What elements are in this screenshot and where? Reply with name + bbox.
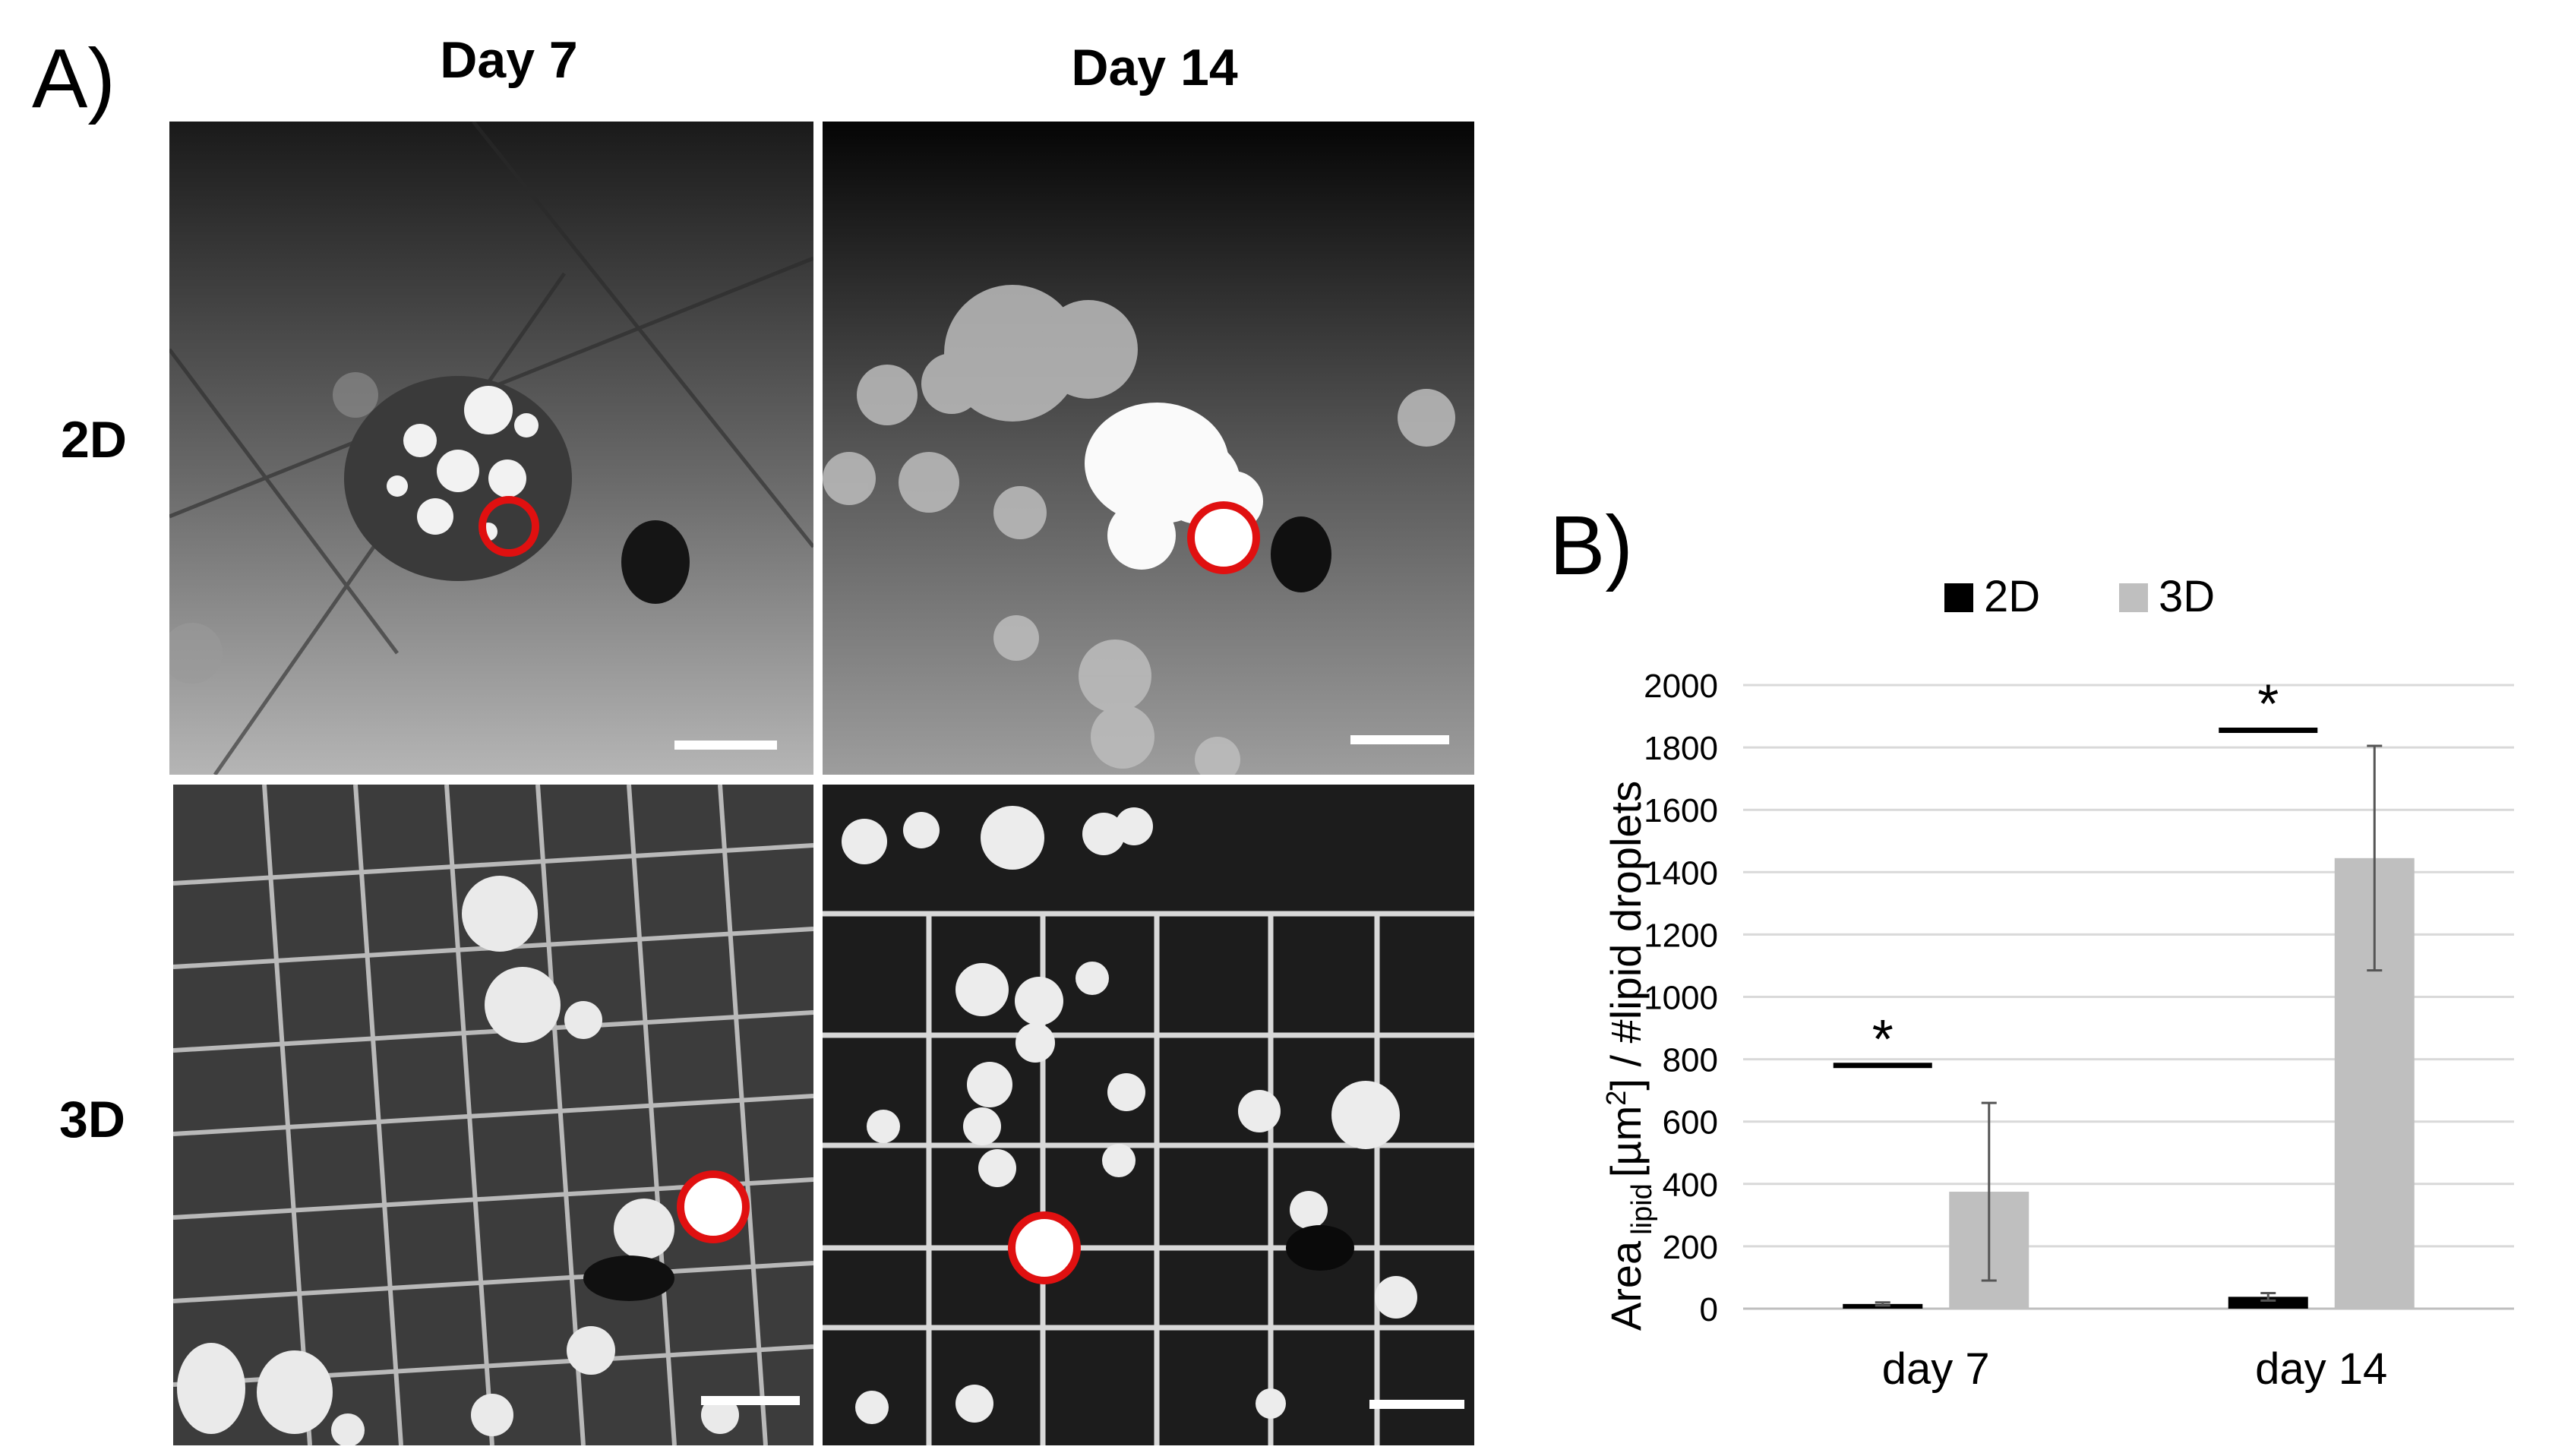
y-tick-labels: 0 200 400 600 800 1000 1200 1400 1600 1800 2000 — [1644, 668, 1718, 1328]
error-bars — [1875, 744, 2383, 1307]
bars — [1843, 857, 2415, 1309]
legend-swatch — [2119, 583, 2148, 612]
legend-label: 3D — [2159, 572, 2215, 621]
y-tick-label: 1400 — [1644, 854, 1718, 892]
marker-ring-2d-day14 — [1187, 501, 1260, 574]
legend-swatch — [1944, 583, 1973, 612]
panel-a-label: A) — [32, 32, 115, 125]
micrograph-2d-day14 — [823, 122, 1474, 775]
ylabel-part-sub: lipid — [1626, 1183, 1658, 1235]
y-tick-label: 1000 — [1644, 980, 1718, 1017]
significance-annotations: ** — [1833, 674, 2318, 1070]
marker-ring-2d-day7 — [479, 496, 539, 557]
y-tick-label: 1800 — [1644, 730, 1718, 767]
y-tick-label: 0 — [1700, 1291, 1718, 1328]
y-axis-label: Area lipid [µm2] / #lipid droplets — [1600, 781, 1658, 1331]
y-tick-label: 200 — [1663, 1229, 1718, 1266]
ylabel-part-rest: ] / #lipid droplets — [1602, 781, 1650, 1091]
y-tick-label: 1200 — [1644, 917, 1718, 954]
marker-ring-3d-day14 — [1008, 1211, 1081, 1284]
y-tick-label: 1600 — [1644, 792, 1718, 829]
bar-chart: 0 200 400 600 800 1000 1200 1400 1600 1800 2000 da… — [1600, 572, 2514, 1394]
ylabel-part-main: Area — [1602, 1240, 1650, 1331]
column-header-day7: Day 7 — [440, 31, 578, 89]
row-header-2d: 2D — [61, 411, 127, 469]
x-tick-label: day 14 — [2255, 1344, 2387, 1394]
micrograph-3d-day7 — [173, 785, 813, 1445]
bar-2D-day14 — [2228, 1297, 2308, 1309]
significance-star: * — [1872, 1009, 1894, 1070]
panel-b-label: B) — [1549, 499, 1633, 592]
x-tick-labels: day 7 day 14 — [1882, 1344, 2388, 1394]
x-tick-label: day 7 — [1882, 1344, 1990, 1394]
y-tick-label: 800 — [1663, 1042, 1718, 1079]
y-tick-label: 400 — [1663, 1167, 1718, 1204]
legend: 2D 3D — [1944, 572, 2215, 621]
micrograph-3d-day14 — [823, 785, 1474, 1445]
column-header-day14: Day 14 — [1071, 39, 1238, 96]
ylabel-part-unit: [µm — [1602, 1106, 1650, 1177]
significance-star: * — [2257, 674, 2279, 735]
y-tick-label: 600 — [1663, 1104, 1718, 1142]
row-header-3d: 3D — [59, 1091, 125, 1148]
marker-ring-3d-day7 — [677, 1170, 750, 1243]
y-tick-label: 2000 — [1644, 668, 1718, 705]
ylabel-part-sup: 2 — [1600, 1091, 1631, 1106]
legend-label: 2D — [1984, 572, 2040, 621]
micrograph-2d-day7 — [169, 122, 813, 775]
